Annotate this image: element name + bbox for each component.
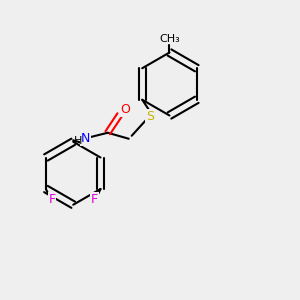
Text: O: O: [120, 103, 130, 116]
Text: F: F: [91, 193, 98, 206]
Text: CH₃: CH₃: [159, 34, 180, 44]
Text: N: N: [80, 132, 90, 145]
Text: H: H: [74, 136, 82, 146]
Text: F: F: [48, 193, 56, 206]
Text: S: S: [146, 110, 154, 123]
